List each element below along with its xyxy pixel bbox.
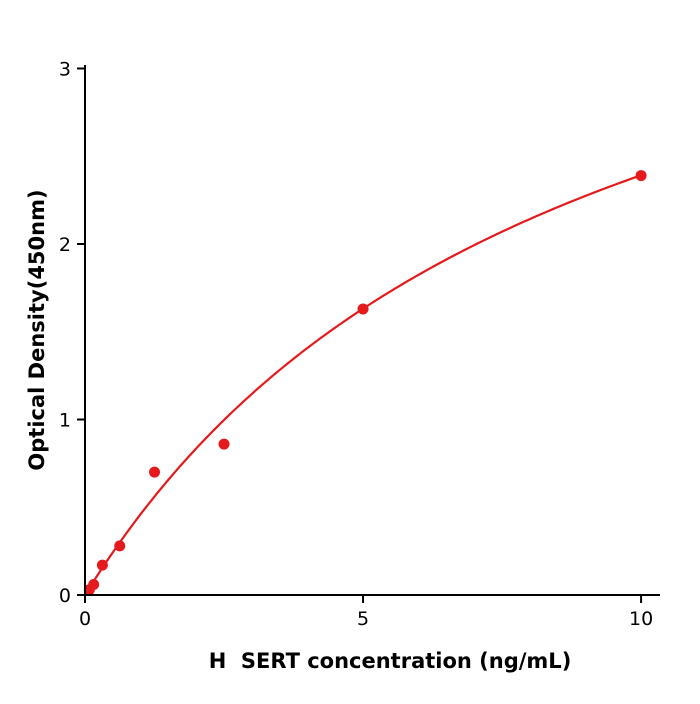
x-axis-label: H SERT concentration (ng/mL)	[209, 649, 572, 673]
y-tick-label: 0	[59, 585, 71, 607]
x-tick-label: 5	[357, 608, 369, 630]
data-point	[635, 170, 647, 182]
data-point	[357, 303, 369, 315]
axis-layer: 0 5 10 0 1 2 3	[59, 59, 660, 630]
x-tick-label: 0	[79, 608, 91, 630]
data-point	[114, 540, 126, 552]
data-point	[149, 466, 161, 478]
y-tick-label: 2	[59, 234, 71, 256]
data-point	[88, 578, 100, 590]
x-tick-label: 10	[629, 608, 653, 630]
y-axis-label: Optical Density(450nm)	[25, 189, 49, 470]
data-point	[218, 438, 230, 450]
y-tick-label: 1	[59, 410, 71, 432]
y-tick-label: 3	[59, 59, 71, 81]
point-layer	[83, 170, 647, 596]
fit-curve	[86, 174, 642, 592]
curve-layer	[86, 174, 642, 592]
data-point	[96, 559, 108, 571]
